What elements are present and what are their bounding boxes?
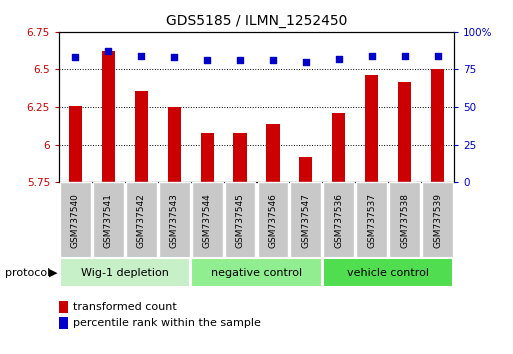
Bar [299,157,312,182]
Text: GSM737545: GSM737545 [235,193,245,248]
Text: GSM737542: GSM737542 [137,193,146,248]
Point [170,55,179,60]
Point [269,58,277,63]
Text: GSM737547: GSM737547 [301,193,310,248]
Point [71,55,80,60]
Point [236,58,244,63]
Text: GSM737537: GSM737537 [367,193,376,248]
Bar [266,124,280,182]
Text: ▶: ▶ [49,268,57,278]
Bar [233,133,247,182]
Text: GSM737536: GSM737536 [334,193,343,248]
Bar [332,113,345,182]
Point [368,53,376,59]
Bar [365,75,378,182]
Bar [69,105,82,182]
Point [203,58,211,63]
Text: GSM737544: GSM737544 [203,193,212,248]
Point [401,53,409,59]
Point [137,53,145,59]
Bar [431,69,444,182]
Text: GSM737543: GSM737543 [170,193,179,248]
Text: GSM737539: GSM737539 [433,193,442,248]
Text: vehicle control: vehicle control [347,268,429,278]
Text: percentile rank within the sample: percentile rank within the sample [73,318,261,328]
Bar [398,81,411,182]
Bar [201,133,214,182]
Text: GSM737541: GSM737541 [104,193,113,248]
Point [334,56,343,62]
Text: Wig-1 depletion: Wig-1 depletion [81,268,169,278]
Text: GSM737540: GSM737540 [71,193,80,248]
Point [104,48,112,54]
Bar [135,91,148,182]
Text: transformed count: transformed count [73,302,177,312]
Point [433,53,442,59]
Text: GSM737538: GSM737538 [400,193,409,248]
Bar [168,107,181,182]
Text: GDS5185 / ILMN_1252450: GDS5185 / ILMN_1252450 [166,14,347,28]
Point [302,59,310,65]
Bar [102,51,115,182]
Text: protocol: protocol [5,268,50,278]
Text: GSM737546: GSM737546 [268,193,278,248]
Text: negative control: negative control [211,268,302,278]
